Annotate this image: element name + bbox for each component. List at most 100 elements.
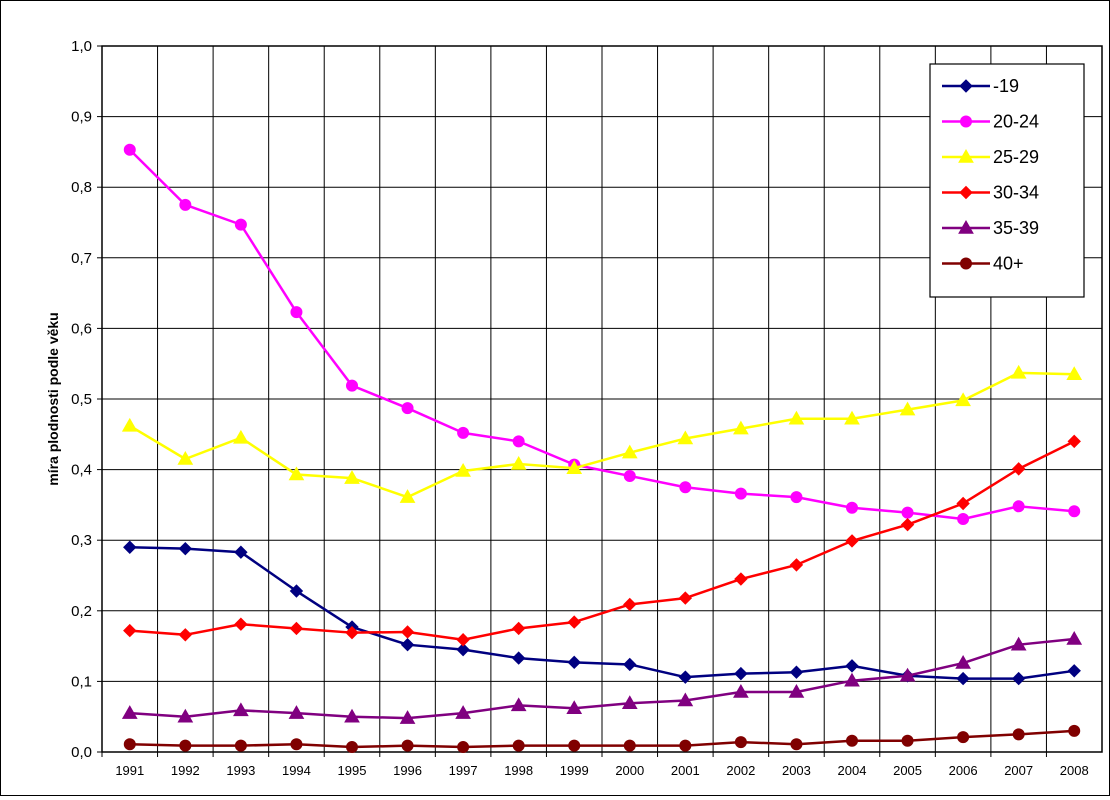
series-2-point [512, 435, 525, 448]
x-tick-label: 2008 [1060, 763, 1089, 778]
legend-marker [960, 115, 972, 128]
series-6-point [623, 739, 636, 752]
x-tick-label: 1996 [393, 763, 422, 778]
series-6-point [179, 739, 192, 752]
legend-label: 40+ [993, 254, 1024, 274]
series-1-point [1011, 671, 1026, 686]
series-6-point [734, 736, 747, 749]
series-2-point [346, 379, 358, 392]
series-6-point [679, 739, 692, 752]
series-6-line [129, 729, 1075, 749]
series-3-point [621, 444, 638, 459]
y-tick-label: 0,6 [71, 320, 92, 337]
x-tick-label: 2002 [726, 763, 755, 778]
series-1-point [623, 657, 637, 672]
series-1-point [511, 651, 526, 665]
y-tick-label: 0,4 [71, 462, 92, 479]
x-tick-label: 1995 [338, 763, 367, 778]
y-tick-label: 0,7 [71, 250, 92, 267]
series-2-line [128, 148, 1075, 521]
series-4-point [734, 572, 748, 586]
x-tick-label: 1993 [226, 763, 255, 778]
series-2-point [957, 513, 970, 526]
series-5-point [399, 710, 416, 724]
series-3-point [121, 417, 138, 432]
series-4-point [567, 615, 581, 629]
x-tick-label: 1999 [560, 763, 589, 778]
series-3-point [566, 460, 583, 474]
x-tick-label: 1991 [115, 763, 144, 778]
series-1-point [956, 671, 970, 686]
series-4-point [789, 558, 804, 572]
x-tick-label: 2004 [838, 763, 867, 778]
series-4-point [900, 517, 915, 532]
series-4-point [289, 621, 304, 636]
legend-marker [958, 148, 974, 163]
series-5-point [677, 692, 694, 707]
series-6-point [957, 731, 970, 744]
x-tick-label: 1994 [282, 763, 311, 778]
series-2-point [123, 143, 136, 156]
y-tick-label: 0,5 [71, 391, 92, 408]
series-6-point [1012, 728, 1025, 741]
series-3-point [899, 401, 916, 416]
series-5-point [177, 708, 194, 723]
x-tick-label: 2001 [671, 763, 700, 778]
series-3-point [177, 451, 194, 465]
x-tick-label: 2000 [615, 763, 644, 778]
series-3-point [677, 430, 694, 445]
x-tick-label: 2005 [893, 763, 922, 778]
series-2-point [901, 506, 914, 519]
series-6-point [846, 734, 858, 747]
x-tick-label: 1997 [449, 763, 478, 778]
series-6-point [901, 734, 914, 747]
series-3-point [788, 410, 805, 425]
series-3-point [1066, 366, 1083, 381]
series-4-point [1067, 434, 1081, 449]
series-5-point [566, 700, 583, 714]
series-2-point [846, 501, 858, 514]
series-4-point [845, 534, 859, 548]
legend-label: 25-29 [993, 147, 1039, 167]
series-2-point [1068, 505, 1081, 518]
y-tick-label: 0,2 [71, 603, 92, 620]
series-1-point [456, 642, 470, 657]
series-3-point [510, 455, 527, 470]
series-6-point [568, 739, 581, 752]
series-4-point [234, 617, 248, 631]
series-1-point [400, 637, 415, 652]
series-group [121, 143, 1083, 754]
series-5-point [733, 683, 749, 698]
series-1-point [567, 655, 581, 670]
x-tick-label: 2006 [949, 763, 978, 778]
series-4-point [400, 625, 415, 639]
series-4-point [456, 633, 470, 647]
series-1-point [789, 665, 804, 679]
series-2-point [290, 306, 303, 319]
series-6-point [790, 738, 803, 751]
series-4-point [956, 496, 970, 511]
series-4-point [623, 597, 637, 612]
series-6-point [401, 739, 414, 752]
series-5-point [1010, 636, 1027, 651]
series-2-point [1012, 500, 1025, 513]
series-2-point [401, 402, 414, 415]
series-6-point [234, 739, 247, 752]
series-3-point [344, 470, 360, 484]
series-2-point [679, 481, 692, 494]
series-3-point [955, 392, 971, 407]
x-axis-ticks: 1991 1992 1993 1994 1995 1996 1997 1998 1999 2000… [101, 752, 1089, 778]
series-2-point [623, 469, 636, 482]
series-5-point [288, 705, 305, 719]
series-6-point [123, 738, 136, 751]
y-tick-label: 0,3 [71, 532, 92, 549]
series-5-point [955, 655, 971, 669]
y-tick-label: 0,9 [71, 109, 92, 126]
series-4-line [129, 440, 1075, 641]
series-5-point [121, 705, 138, 719]
series-1-point [289, 584, 304, 598]
series-5-point [788, 683, 805, 698]
series-5-point [344, 708, 360, 723]
